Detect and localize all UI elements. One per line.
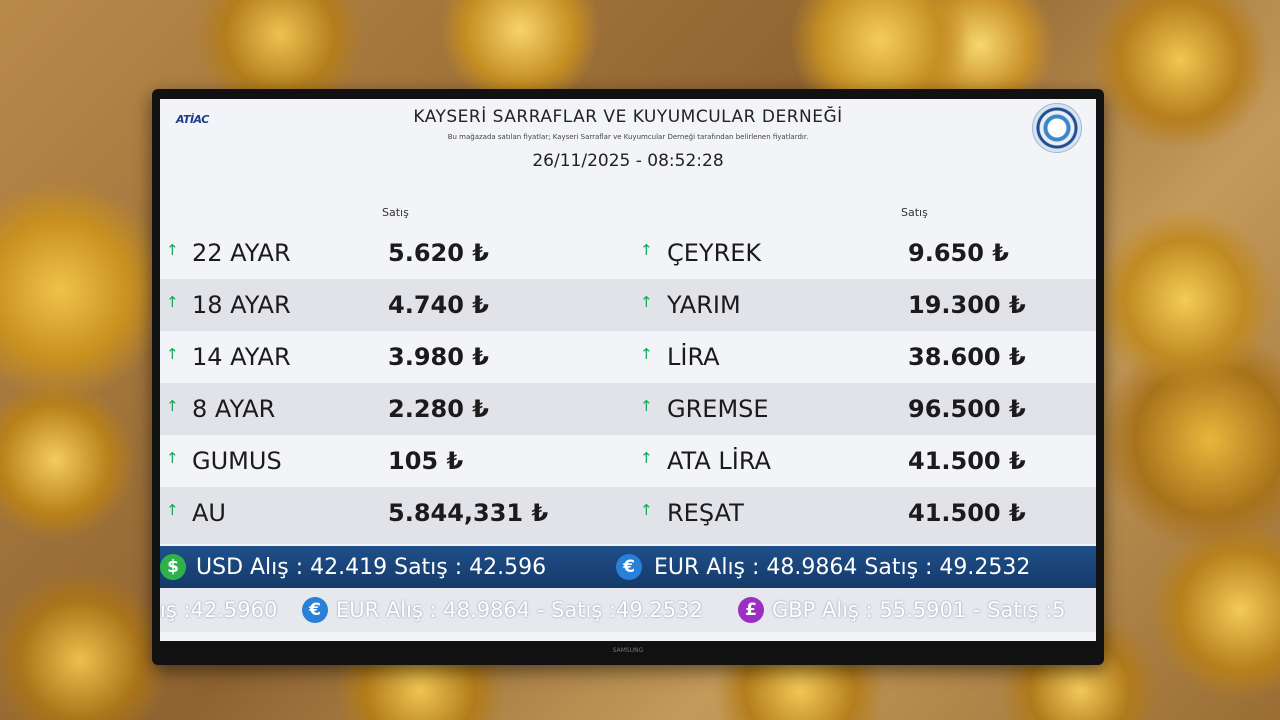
up-arrow-icon: ↑ — [640, 501, 653, 519]
association-emblem-icon — [1032, 103, 1082, 153]
item-price: 19.300 ₺ — [908, 291, 1026, 319]
up-arrow-icon: ↑ — [640, 241, 653, 259]
page-subtitle: Bu mağazada satılan fiyatlar; Kayseri Sa… — [447, 133, 809, 141]
eur-rate-text: EUR Alış : 48.9864 Satış : 49.2532 — [654, 555, 1031, 580]
right-column-header: Satış — [901, 206, 928, 219]
item-name: AU — [192, 499, 226, 527]
item-name: 14 AYAR — [192, 343, 291, 371]
datetime-display: 26/11/2025 - 08:52:28 — [532, 151, 724, 171]
price-row: ↑ 8 AYAR 2.280 ₺ ↑ GREMSE 96.500 ₺ — [160, 383, 1096, 435]
up-arrow-icon: ↑ — [166, 449, 179, 467]
up-arrow-icon: ↑ — [640, 345, 653, 363]
up-arrow-icon: ↑ — [166, 345, 179, 363]
item-price: 105 ₺ — [388, 447, 464, 475]
item-price: 41.500 ₺ — [908, 447, 1026, 475]
price-row: ↑ GUMUS 105 ₺ ↑ ATA LİRA 41.500 ₺ — [160, 435, 1096, 487]
price-row: ↑ AU 5.844,331 ₺ ↑ REŞAT 41.500 ₺ — [160, 487, 1096, 544]
up-arrow-icon: ↑ — [166, 241, 179, 259]
item-price: 5.620 ₺ — [388, 239, 489, 267]
item-name: GREMSE — [667, 395, 769, 423]
item-price: 2.280 ₺ — [388, 395, 489, 423]
left-column-header: Satış — [382, 206, 409, 219]
tv-display: ATİAC KAYSERİ SARRAFLAR VE KUYUMCULAR DE… — [152, 89, 1104, 665]
item-name: GUMUS — [192, 447, 282, 475]
item-name: 18 AYAR — [192, 291, 291, 319]
up-arrow-icon: ↑ — [640, 449, 653, 467]
euro-coin-icon: € — [616, 554, 642, 580]
price-board-screen: ATİAC KAYSERİ SARRAFLAR VE KUYUMCULAR DE… — [160, 99, 1096, 641]
ticker-gbp-text: GBP Alış : 55.5901 - Satış :5 — [772, 598, 1066, 622]
item-name: 22 AYAR — [192, 239, 291, 267]
item-name: REŞAT — [667, 499, 744, 527]
ticker-eur-text: EUR Alış : 48.9864 - Satış :49.2532 — [336, 598, 703, 622]
up-arrow-icon: ↑ — [166, 397, 179, 415]
item-name: YARIM — [667, 291, 741, 319]
price-row: ↑ 22 AYAR 5.620 ₺ ↑ ÇEYREK 9.650 ₺ — [160, 227, 1096, 279]
up-arrow-icon: ↑ — [640, 293, 653, 311]
item-name: ATA LİRA — [667, 447, 771, 475]
currency-ticker: ış :42.5960 € EUR Alış : 48.9864 - Satış… — [160, 588, 1096, 632]
usd-rate-text: USD Alış : 42.419 Satış : 42.596 — [196, 555, 547, 580]
up-arrow-icon: ↑ — [166, 293, 179, 311]
item-price: 41.500 ₺ — [908, 499, 1026, 527]
item-name: 8 AYAR — [192, 395, 276, 423]
price-row: ↑ 18 AYAR 4.740 ₺ ↑ YARIM 19.300 ₺ — [160, 279, 1096, 331]
up-arrow-icon: ↑ — [640, 397, 653, 415]
item-price: 9.650 ₺ — [908, 239, 1009, 267]
dollar-coin-icon: $ — [160, 554, 186, 580]
item-price: 96.500 ₺ — [908, 395, 1026, 423]
item-name: LİRA — [667, 343, 720, 371]
page-title: KAYSERİ SARRAFLAR VE KUYUMCULAR DERNEĞİ — [413, 107, 843, 127]
ticker-usd-fragment: ış :42.5960 — [160, 598, 278, 622]
item-name: ÇEYREK — [667, 239, 762, 267]
item-price: 3.980 ₺ — [388, 343, 489, 371]
currency-rate-bar: $ USD Alış : 42.419 Satış : 42.596 € EUR… — [160, 546, 1096, 588]
pound-coin-icon: £ — [738, 597, 764, 623]
tv-brand-label: SAMSUNG — [612, 647, 644, 654]
item-price: 38.600 ₺ — [908, 343, 1026, 371]
euro-coin-icon: € — [302, 597, 328, 623]
item-price: 4.740 ₺ — [388, 291, 489, 319]
item-price: 5.844,331 ₺ — [388, 499, 549, 527]
brand-logo: ATİAC — [176, 113, 209, 126]
price-row: ↑ 14 AYAR 3.980 ₺ ↑ LİRA 38.600 ₺ — [160, 331, 1096, 383]
up-arrow-icon: ↑ — [166, 501, 179, 519]
